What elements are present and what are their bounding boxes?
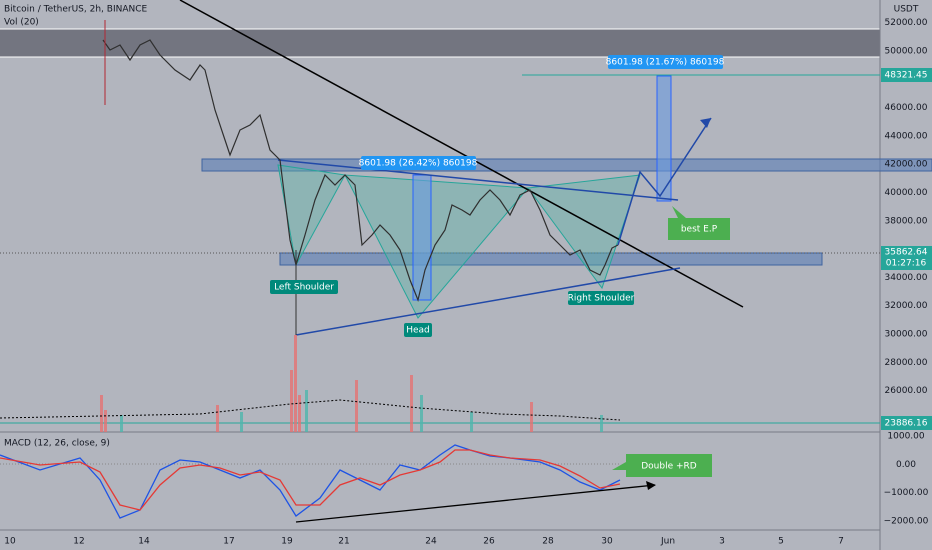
price-path (102, 39, 619, 302)
macd-axis-label: −1000.00 (884, 488, 929, 498)
macd-title: MACD (12, 26, close, 9) (4, 439, 110, 449)
neckline (277, 159, 679, 201)
price-axis-label: 32000.00 (885, 301, 928, 311)
neckline-support (295, 267, 681, 336)
time-axis-label: 10 (4, 537, 16, 547)
resistance-band (0, 29, 880, 57)
time-axis-label: 7 (838, 537, 844, 547)
time-axis-label: 24 (425, 537, 437, 547)
callout (668, 206, 730, 240)
symbol-title: Bitcoin / TetherUS, 2h, BINANCE (4, 5, 148, 15)
time-axis-label: Jun (660, 537, 675, 547)
arrow-head (700, 118, 711, 128)
arrow-head (646, 481, 656, 490)
left-shoulder: Left Shoulder (274, 283, 334, 293)
current-price: 35862.64 (885, 248, 928, 258)
volume-level: 23886.16 (885, 419, 928, 429)
divergence-note: Double +RD (641, 462, 697, 472)
time-axis-label: 28 (542, 537, 554, 547)
signal-line (0, 449, 621, 511)
price-axis-label: 40000.00 (885, 188, 928, 198)
currency: USDT (894, 5, 919, 15)
time-axis-label: 14 (138, 537, 150, 547)
entry-note: best E.P (681, 225, 718, 235)
price-axis-label: 42000.00 (885, 160, 928, 170)
price-axis-label: 50000.00 (885, 47, 928, 57)
target-price: 48321.45 (885, 71, 928, 81)
measure-label-box (608, 55, 723, 69)
callout (612, 454, 712, 477)
time-axis-label: 17 (223, 537, 234, 547)
projection-arrow (617, 117, 712, 246)
countdown: 01:27:16 (886, 259, 927, 269)
down-trendline (179, 0, 744, 308)
head: Head (406, 326, 430, 336)
price-axis-label: 26000.00 (885, 386, 928, 396)
volume-title: Vol (20) (4, 18, 39, 28)
price-axis-label: 38000.00 (885, 216, 928, 226)
time-axis-label: 5 (778, 537, 784, 547)
price-axis-label: 46000.00 (885, 103, 928, 113)
supply-zone (201, 158, 932, 172)
time-axis-label: 3 (719, 537, 725, 547)
price-tag (881, 416, 932, 430)
time-axis-label: 26 (483, 537, 495, 547)
price-axis-label: 34000.00 (885, 273, 928, 283)
price-axis-label: 28000.00 (885, 358, 928, 368)
time-axis-label: 12 (73, 537, 84, 547)
pattern-shape (344, 174, 530, 319)
label-box (270, 280, 338, 294)
right-shoulder: Right Shoulder (568, 294, 635, 304)
pattern-shape (527, 174, 641, 290)
measure-bar (656, 75, 672, 202)
volume-bars (100, 335, 533, 432)
price-tag (881, 68, 932, 82)
time-axis-label: 30 (601, 537, 613, 547)
demand-zone (279, 252, 823, 266)
volume-ma (0, 399, 621, 421)
macd-axis-label: 0.00 (896, 460, 916, 470)
macd-axis-label: 1000.00 (887, 432, 924, 442)
label-box (568, 291, 634, 305)
measure-label: 8601.98 (21.67%) 860198 (606, 58, 725, 68)
price-tag (881, 246, 932, 270)
volume-bars (120, 390, 603, 432)
price-axis-label: 30000.00 (885, 330, 928, 340)
label-box (404, 323, 432, 337)
divergence-line (295, 484, 656, 523)
macd-axis-label: −2000.00 (884, 516, 929, 526)
measure-label-box (361, 156, 476, 170)
time-axis-label: 21 (338, 537, 349, 547)
price-axis-label: 44000.00 (885, 131, 928, 141)
price-axis-label: 52000.00 (885, 18, 928, 28)
time-axis-label: 19 (281, 537, 293, 547)
axes: 52000.00 50000.00 46000.00 44000.00 42000.00… (4, 18, 928, 546)
measure-label: 8601.98 (26.42%) 860198 (359, 159, 478, 169)
